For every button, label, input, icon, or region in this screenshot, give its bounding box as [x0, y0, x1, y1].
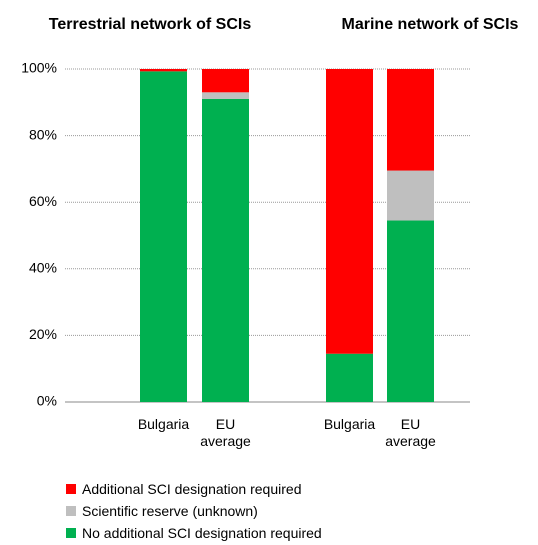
legend-item: Additional SCI designation required [66, 481, 301, 497]
y-tick-label: 0% [37, 393, 57, 409]
legend-label: No additional SCI designation required [82, 525, 322, 541]
legend-swatch [66, 484, 76, 494]
y-tick-label: 60% [29, 193, 57, 209]
legend-label: Additional SCI designation required [82, 481, 302, 497]
bar-segment [202, 92, 249, 99]
legend-swatch [66, 528, 76, 538]
bar-segment [326, 353, 373, 402]
group-title: Marine network of SCIs [342, 16, 519, 33]
x-tick-label: EU average [200, 416, 251, 449]
y-tick-label: 100% [21, 60, 57, 76]
legend-item: No additional SCI designation required [66, 525, 322, 541]
bar-segment [326, 69, 373, 354]
legend-swatch [66, 506, 76, 516]
group-title: Terrestrial network of SCIs [49, 16, 252, 33]
bar-segment [140, 71, 187, 403]
x-tick-label: Bulgaria [323, 416, 376, 432]
bar-segment [202, 69, 249, 93]
y-tick-label: 80% [29, 126, 57, 142]
legend-item: Scientific reserve (unknown) [66, 503, 258, 519]
legend-label: Scientific reserve (unknown) [82, 503, 258, 519]
x-tick-label: Bulgaria [137, 416, 190, 432]
bar-segment [202, 98, 249, 402]
bar-segment [387, 170, 434, 221]
x-tick-label: EU average [385, 416, 436, 449]
y-tick-label: 20% [29, 326, 57, 342]
bar-segment [387, 69, 434, 171]
y-tick-label: 40% [29, 260, 57, 276]
bar-segment [140, 69, 187, 72]
bar-segment [387, 220, 434, 402]
